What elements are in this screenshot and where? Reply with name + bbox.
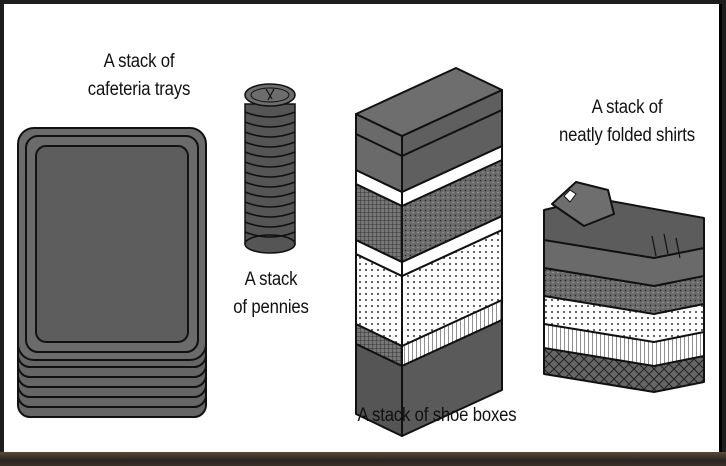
bottom-strip [0, 452, 726, 466]
shirts-label-line-2: neatly folded shirts [559, 125, 695, 146]
illustration-panel: A stack of cafeteria trays A stack of pe… [4, 4, 722, 455]
boxes-label: A stack of shoe boxes [336, 402, 538, 430]
trays-label-line-1: A stack of [103, 51, 175, 72]
trays-label: A stack of cafeteria trays [73, 48, 205, 104]
illustration-svg [17, 67, 705, 437]
pennies-label-line-1: A stack [244, 269, 298, 290]
shoe-boxes-illustration [355, 67, 503, 437]
folded-shirts-illustration [543, 181, 705, 393]
pennies-label-line-2: of pennies [233, 297, 309, 318]
cafeteria-trays-illustration [17, 127, 207, 418]
shirts-label-line-1: A stack of [591, 97, 663, 118]
pennies-label: A stack of pennies [231, 266, 310, 322]
pennies-illustration [244, 83, 296, 254]
trays-label-line-2: cafeteria trays [87, 79, 191, 100]
boxes-label-line-1: A stack of shoe boxes [357, 405, 517, 426]
shirts-label: A stack of neatly folded shirts [543, 94, 710, 150]
